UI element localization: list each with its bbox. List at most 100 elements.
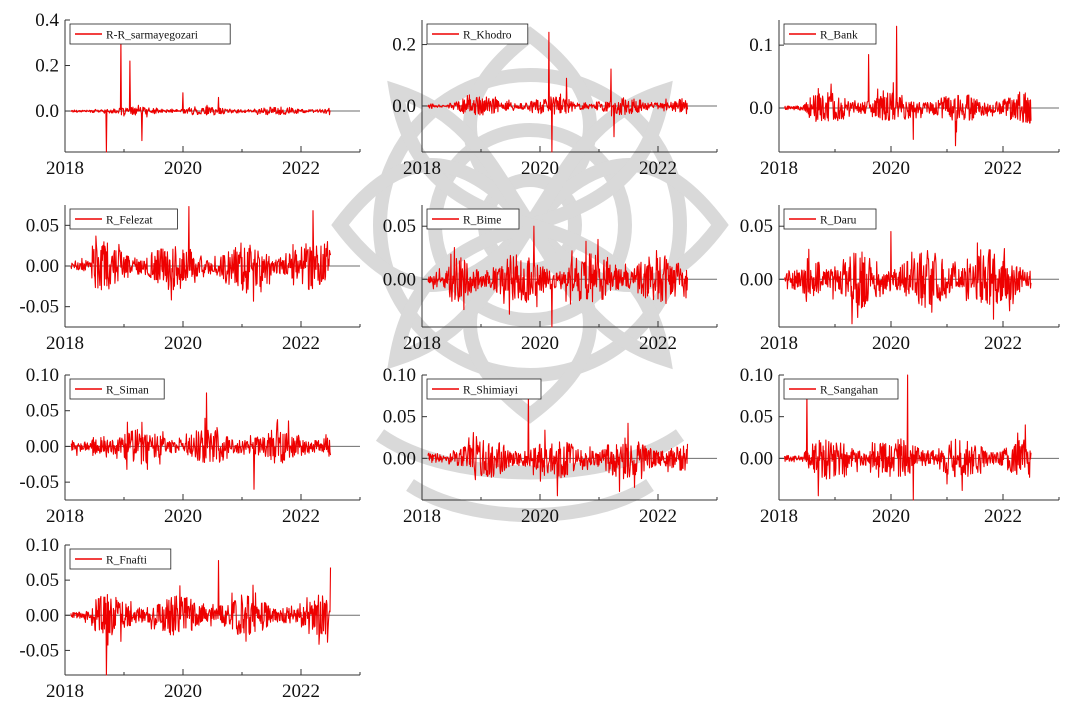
panel-r-khodro: 0.0 0.2 2018 2020 2022 R_Khodro <box>392 20 718 179</box>
y-tick-label: 0.00 <box>740 448 773 469</box>
x-tick-label: 2018 <box>46 506 84 527</box>
x-tick-label: 2020 <box>872 158 910 179</box>
y-tick-label: 0.05 <box>383 216 416 237</box>
legend-box <box>426 23 529 45</box>
legend-label: R_Felezat <box>106 215 153 227</box>
x-tick-label: 2018 <box>403 506 441 527</box>
panel-r-siman: -0.05 0.00 0.05 0.10 2018 2020 2022 R_Siman <box>19 365 361 527</box>
x-tick-label: 2020 <box>521 333 559 354</box>
x-tick-label: 2022 <box>282 506 320 527</box>
x-tick-label: 2018 <box>403 158 441 179</box>
x-tick-label: 2022 <box>282 333 320 354</box>
legend-box <box>69 548 172 570</box>
y-tick-label: 0.05 <box>26 570 59 591</box>
legend-label: R-R_sarmayegozari <box>106 30 198 42</box>
x-tick-label: 2018 <box>46 681 84 701</box>
panel-r-fnafti: -0.05 0.00 0.05 0.10 2018 2020 2022 R_Fnafti <box>19 535 361 701</box>
y-tick-label: 0.00 <box>740 269 773 290</box>
y-tick-label: 0.0 <box>35 101 59 122</box>
y-tick-label: 0.0 <box>392 96 416 117</box>
x-tick-label: 2020 <box>521 506 559 527</box>
x-tick-label: 2022 <box>639 158 677 179</box>
x-tick-label: 2018 <box>403 333 441 354</box>
legend-box <box>426 208 520 230</box>
x-tick-label: 2020 <box>164 681 202 701</box>
y-tick-label: 0.10 <box>26 365 59 386</box>
x-tick-label: 2022 <box>282 158 320 179</box>
series-line <box>427 391 689 497</box>
legend-label: R_Fnafti <box>106 555 147 567</box>
legend-label: R_Shimiayi <box>463 385 518 397</box>
x-tick-label: 2022 <box>639 506 677 527</box>
legend-box <box>69 208 178 230</box>
x-tick-label: 2020 <box>521 158 559 179</box>
legend-box <box>69 23 231 45</box>
y-tick-label: 0.2 <box>35 56 59 77</box>
series-line <box>784 25 1032 147</box>
series-line <box>70 206 332 302</box>
x-tick-label: 2022 <box>984 333 1022 354</box>
panel-r-sangahan: 0.00 0.05 0.10 2018 2020 2022 R_Sangahan <box>740 365 1060 527</box>
y-tick-label: 0.4 <box>35 10 59 31</box>
y-tick-label: 0.00 <box>383 269 416 290</box>
y-tick-label: 0.05 <box>740 216 773 237</box>
series-line <box>784 374 1032 501</box>
panel-r-daru: 0.00 0.05 2018 2020 2022 R_Daru <box>740 205 1060 354</box>
legend-box <box>426 378 542 400</box>
x-tick-label: 2018 <box>760 158 798 179</box>
y-tick-label: 0.00 <box>26 256 59 277</box>
y-tick-label: 0.05 <box>26 215 59 236</box>
x-tick-label: 2022 <box>984 158 1022 179</box>
x-tick-label: 2018 <box>760 506 798 527</box>
legend-box <box>783 378 899 400</box>
y-tick-label: 0.05 <box>740 407 773 428</box>
y-tick-label: 0.10 <box>383 365 416 386</box>
y-tick-label: -0.05 <box>19 297 59 318</box>
series-line <box>70 392 332 490</box>
y-tick-label: 0.00 <box>26 436 59 457</box>
legend-label: R_Daru <box>820 215 857 227</box>
x-tick-label: 2020 <box>164 158 202 179</box>
legend-label: R_Bank <box>820 30 858 42</box>
panel-r-r-sarmayegozari: 0.0 0.2 0.4 2018 2020 2022 R-R_sarmayegozari <box>35 10 361 179</box>
y-tick-label: 0.00 <box>26 605 59 626</box>
panel-r-felezat: -0.05 0.00 0.05 2018 2020 2022 R_Felezat <box>19 205 361 354</box>
series-line <box>70 39 331 153</box>
x-tick-label: 2022 <box>984 506 1022 527</box>
legend-box <box>783 23 877 45</box>
series-line <box>70 559 332 676</box>
panel-r-bime: 0.00 0.05 2018 2020 2022 R_Bime <box>383 205 718 354</box>
x-tick-label: 2020 <box>164 333 202 354</box>
x-tick-label: 2020 <box>164 506 202 527</box>
y-tick-label: 0.10 <box>26 535 59 556</box>
x-tick-label: 2020 <box>872 333 910 354</box>
y-tick-label: 0.1 <box>749 35 773 56</box>
panel-r-shimiayi: 0.00 0.05 0.10 2018 2020 2022 R_Shimiayi <box>383 365 718 527</box>
x-tick-label: 2022 <box>639 333 677 354</box>
y-tick-label: 0.05 <box>26 401 59 422</box>
legend-label: R_Sangahan <box>820 385 878 397</box>
y-tick-label: 0.2 <box>392 35 416 56</box>
x-tick-label: 2018 <box>760 333 798 354</box>
panel-r-bank: 0.0 0.1 2018 2020 2022 R_Bank <box>749 20 1060 179</box>
series-line <box>427 31 689 153</box>
x-tick-label: 2020 <box>872 506 910 527</box>
x-tick-label: 2018 <box>46 333 84 354</box>
x-tick-label: 2018 <box>46 158 84 179</box>
x-tick-label: 2022 <box>282 681 320 701</box>
y-tick-label: 0.10 <box>740 365 773 386</box>
y-tick-label: -0.05 <box>19 472 59 493</box>
legend-label: R_Siman <box>106 385 149 397</box>
y-tick-label: -0.05 <box>19 640 59 661</box>
legend-label: R_Khodro <box>463 30 512 42</box>
legend-label: R_Bime <box>463 215 501 227</box>
legend-box <box>783 208 877 230</box>
y-tick-label: 0.05 <box>383 407 416 428</box>
series-line <box>427 225 689 328</box>
y-tick-label: 0.0 <box>749 98 773 119</box>
y-tick-label: 0.00 <box>383 448 416 469</box>
series-line <box>784 230 1032 325</box>
legend-box <box>69 378 165 400</box>
